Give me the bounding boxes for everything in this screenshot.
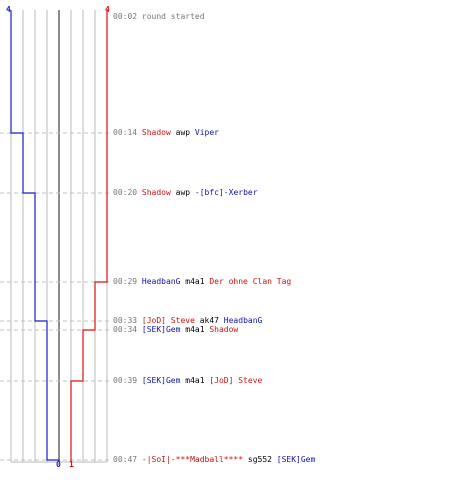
weapon-name: awp — [170, 128, 195, 137]
killer-name: -|SoI|-***Madball**** — [141, 455, 244, 464]
red-team-alive-line — [70, 10, 108, 462]
event-time: 00:20 — [113, 188, 142, 197]
red-start-count: 4 — [105, 5, 110, 14]
weapon-name: sg552 — [243, 455, 277, 464]
killer-name: Shadow — [141, 128, 171, 137]
event-time: 00:34 — [113, 325, 142, 334]
weapon-name: m4a1 — [180, 325, 210, 334]
killer-name: [SEK]Gem — [141, 325, 181, 334]
event-time: 00:02 — [113, 12, 142, 21]
event-time: 00:39 — [113, 376, 142, 385]
killer-name: [SEK]Gem — [141, 376, 181, 385]
weapon-name: m4a1 — [180, 376, 210, 385]
victim-name: Viper — [194, 128, 219, 137]
victim-name: [SEK]Gem — [276, 455, 316, 464]
killer-name: Shadow — [141, 188, 171, 197]
killer-name: HeadbanG — [141, 277, 181, 286]
red-end-count: 1 — [69, 460, 74, 469]
blue-end-count: 0 — [56, 460, 61, 469]
killer-name: [JoD] Steve — [141, 316, 195, 325]
event-guides — [0, 132, 110, 461]
victim-name: -[bfc]-Xerber — [194, 188, 258, 197]
event-message: round started — [141, 12, 205, 21]
event-time: 00:29 — [113, 277, 142, 286]
event-time: 00:33 — [113, 316, 142, 325]
event-row: 00:39 [SEK]Gem m4a1 [JoD] Steve — [113, 376, 262, 386]
event-row: 00:47 -|SoI|-***Madball**** sg552 [SEK]G… — [113, 455, 315, 465]
event-time: 00:14 — [113, 128, 142, 137]
weapon-name: awp — [170, 188, 195, 197]
event-row: 00:14 Shadow awp Viper — [113, 128, 219, 138]
event-row: 00:29 HeadbanG m4a1 Der ohne Clan Tag — [113, 277, 291, 287]
victim-name: [JoD] Steve — [209, 376, 263, 385]
victim-name: Shadow — [209, 325, 239, 334]
victim-name: HeadbanG — [223, 316, 263, 325]
event-row: 00:34 [SEK]Gem m4a1 Shadow — [113, 325, 238, 335]
event-row: 00:02 round started — [113, 12, 205, 22]
victim-name: Der ohne Clan Tag — [209, 277, 292, 286]
event-row: 00:20 Shadow awp -[bfc]-Xerber — [113, 188, 258, 198]
weapon-name: m4a1 — [180, 277, 210, 286]
player-grid — [10, 10, 108, 463]
event-row: 00:33 [JoD] Steve ak47 HeadbanG — [113, 316, 262, 326]
blue-start-count: 4 — [6, 5, 11, 14]
event-time: 00:47 — [113, 455, 142, 464]
blue-team-alive-line — [10, 10, 60, 462]
weapon-name: ak47 — [194, 316, 224, 325]
